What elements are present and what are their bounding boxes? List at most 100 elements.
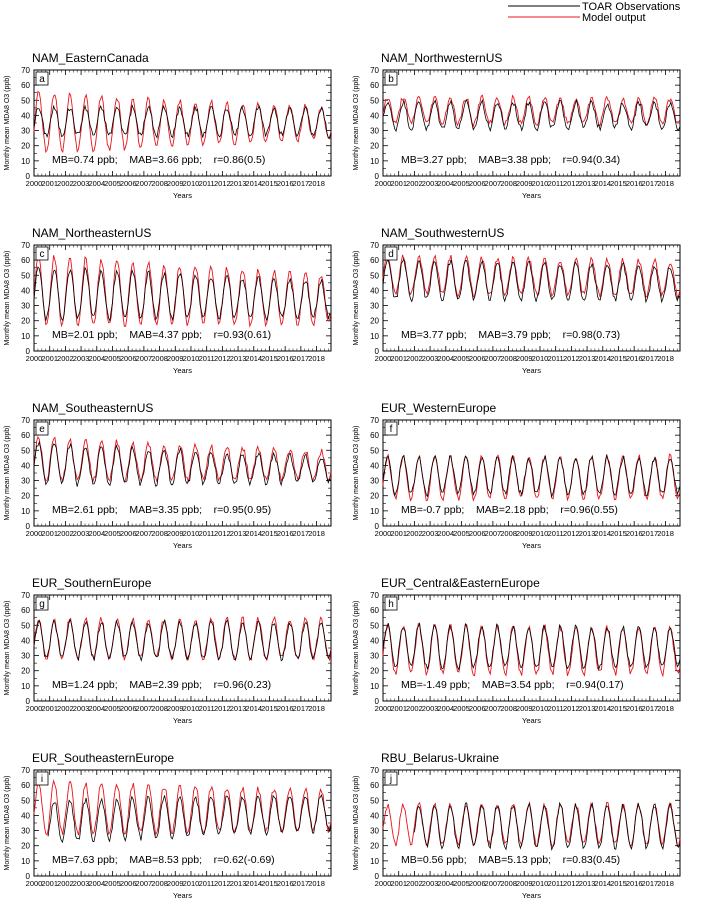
x-tick-label: 2002 (57, 529, 74, 538)
model-line (33, 779, 332, 837)
x-tick-label: 2004 (437, 879, 454, 888)
x-tick-label: 2000 (26, 879, 43, 888)
x-tick-label: 2002 (57, 879, 74, 888)
x-tick-label: 2000 (375, 179, 392, 188)
y-axis-label: Monthly mean MDA8 O3 (ppb) (353, 76, 360, 171)
y-tick-label: 50 (21, 621, 30, 630)
x-tick-label: 2003 (422, 529, 439, 538)
x-tick-label: 2004 (437, 529, 454, 538)
x-tick-label: 2012 (563, 179, 580, 188)
x-tick-label: 2006 (120, 704, 137, 713)
x-tick-label: 2014 (245, 179, 262, 188)
x-tick-label: 2004 (88, 879, 105, 888)
y-tick-label: 40 (370, 636, 379, 645)
x-tick-label: 2016 (626, 354, 643, 363)
x-tick-label: 2003 (73, 704, 90, 713)
stats-annotation: MB=3.77 ppb; MAB=3.79 ppb; r=0.98(0.73) (401, 329, 620, 341)
y-tick-label: 40 (370, 286, 379, 295)
panel-letter-box (384, 771, 398, 786)
stats-annotation: MB=2.01 ppb; MAB=4.37 ppb; r=0.93(0.61) (52, 329, 271, 341)
panel-title: RBU_Belarus-Ukraine (381, 751, 499, 765)
x-tick-label: 2018 (308, 529, 325, 538)
x-tick-label: 2007 (485, 179, 502, 188)
y-tick-label: 60 (21, 606, 30, 615)
x-tick-label: 2013 (230, 179, 247, 188)
x-tick-label: 2018 (308, 879, 325, 888)
y-tick-label: 60 (370, 431, 379, 440)
y-axis-label: Monthly mean MDA8 O3 (ppb) (4, 776, 11, 871)
x-tick-label: 2014 (594, 879, 611, 888)
panel-letter-box (35, 71, 49, 86)
x-tick-label: 2007 (136, 179, 153, 188)
x-tick-label: 2002 (406, 879, 423, 888)
panel-letter-box (384, 596, 398, 611)
model-line (33, 435, 332, 484)
y-tick-label: 50 (370, 446, 379, 455)
panel-letter: e (39, 424, 45, 435)
x-tick-label: 2017 (293, 179, 310, 188)
y-tick-label: 0 (26, 697, 31, 706)
x-tick-label: 2016 (626, 704, 643, 713)
x-tick-label: 2011 (548, 179, 564, 188)
panel-title: NAM_EasternCanada (32, 51, 149, 65)
model-line (382, 94, 681, 128)
x-tick-label: 2011 (199, 879, 215, 888)
y-tick-label: 0 (26, 872, 31, 881)
panel-title: EUR_SouthernEurope (32, 576, 152, 590)
x-tick-label: 2008 (151, 354, 168, 363)
y-tick-label: 10 (370, 857, 379, 866)
x-axis-label: Years (522, 716, 541, 725)
panel-letter: b (388, 74, 394, 85)
y-tick-label: 20 (370, 492, 379, 501)
x-tick-label: 2000 (26, 529, 43, 538)
y-tick-label: 40 (21, 111, 30, 120)
x-tick-label: 2017 (642, 704, 659, 713)
y-tick-label: 70 (370, 66, 379, 75)
y-axis-label: Monthly mean MDA8 O3 (ppb) (4, 76, 11, 171)
legend: TOAR Observations Model output (508, 1, 681, 24)
y-tick-label: 50 (370, 621, 379, 630)
panel-title: EUR_SoutheasternEurope (32, 751, 174, 765)
legend-label-observations: TOAR Observations (582, 1, 681, 13)
y-tick-label: 60 (370, 781, 379, 790)
x-axis-label: Years (173, 541, 192, 550)
x-tick-label: 2005 (104, 704, 121, 713)
x-tick-label: 2004 (437, 179, 454, 188)
y-tick-label: 70 (21, 416, 30, 425)
y-tick-label: 30 (21, 477, 30, 486)
panel-h: EUR_Central&EasternEurope 0 10 20 30 40 50 60 70… (353, 576, 681, 725)
x-tick-label: 2013 (579, 529, 596, 538)
x-tick-label: 2003 (422, 704, 439, 713)
x-tick-label: 2003 (422, 354, 439, 363)
x-tick-label: 2011 (199, 179, 215, 188)
x-tick-label: 2000 (375, 879, 392, 888)
x-tick-label: 2017 (293, 879, 310, 888)
y-tick-label: 50 (21, 796, 30, 805)
y-tick-label: 10 (370, 507, 379, 516)
x-tick-label: 2001 (390, 354, 407, 363)
x-tick-label: 2003 (422, 179, 439, 188)
x-tick-label: 2001 (41, 529, 58, 538)
x-tick-label: 2001 (390, 529, 407, 538)
x-tick-label: 2010 (183, 179, 200, 188)
x-tick-label: 2017 (642, 179, 659, 188)
x-tick-label: 2010 (183, 704, 200, 713)
x-tick-label: 2001 (41, 879, 58, 888)
y-tick-label: 0 (375, 522, 380, 531)
y-tick-label: 20 (21, 667, 30, 676)
y-tick-label: 50 (370, 796, 379, 805)
y-tick-label: 40 (21, 286, 30, 295)
y-tick-label: 0 (26, 522, 31, 531)
y-tick-label: 60 (21, 431, 30, 440)
y-tick-label: 70 (370, 416, 379, 425)
x-tick-label: 2017 (293, 354, 310, 363)
x-tick-label: 2018 (657, 179, 674, 188)
y-tick-label: 70 (21, 766, 30, 775)
x-tick-label: 2018 (657, 354, 674, 363)
y-tick-label: 0 (375, 172, 380, 181)
x-tick-label: 2002 (406, 704, 423, 713)
